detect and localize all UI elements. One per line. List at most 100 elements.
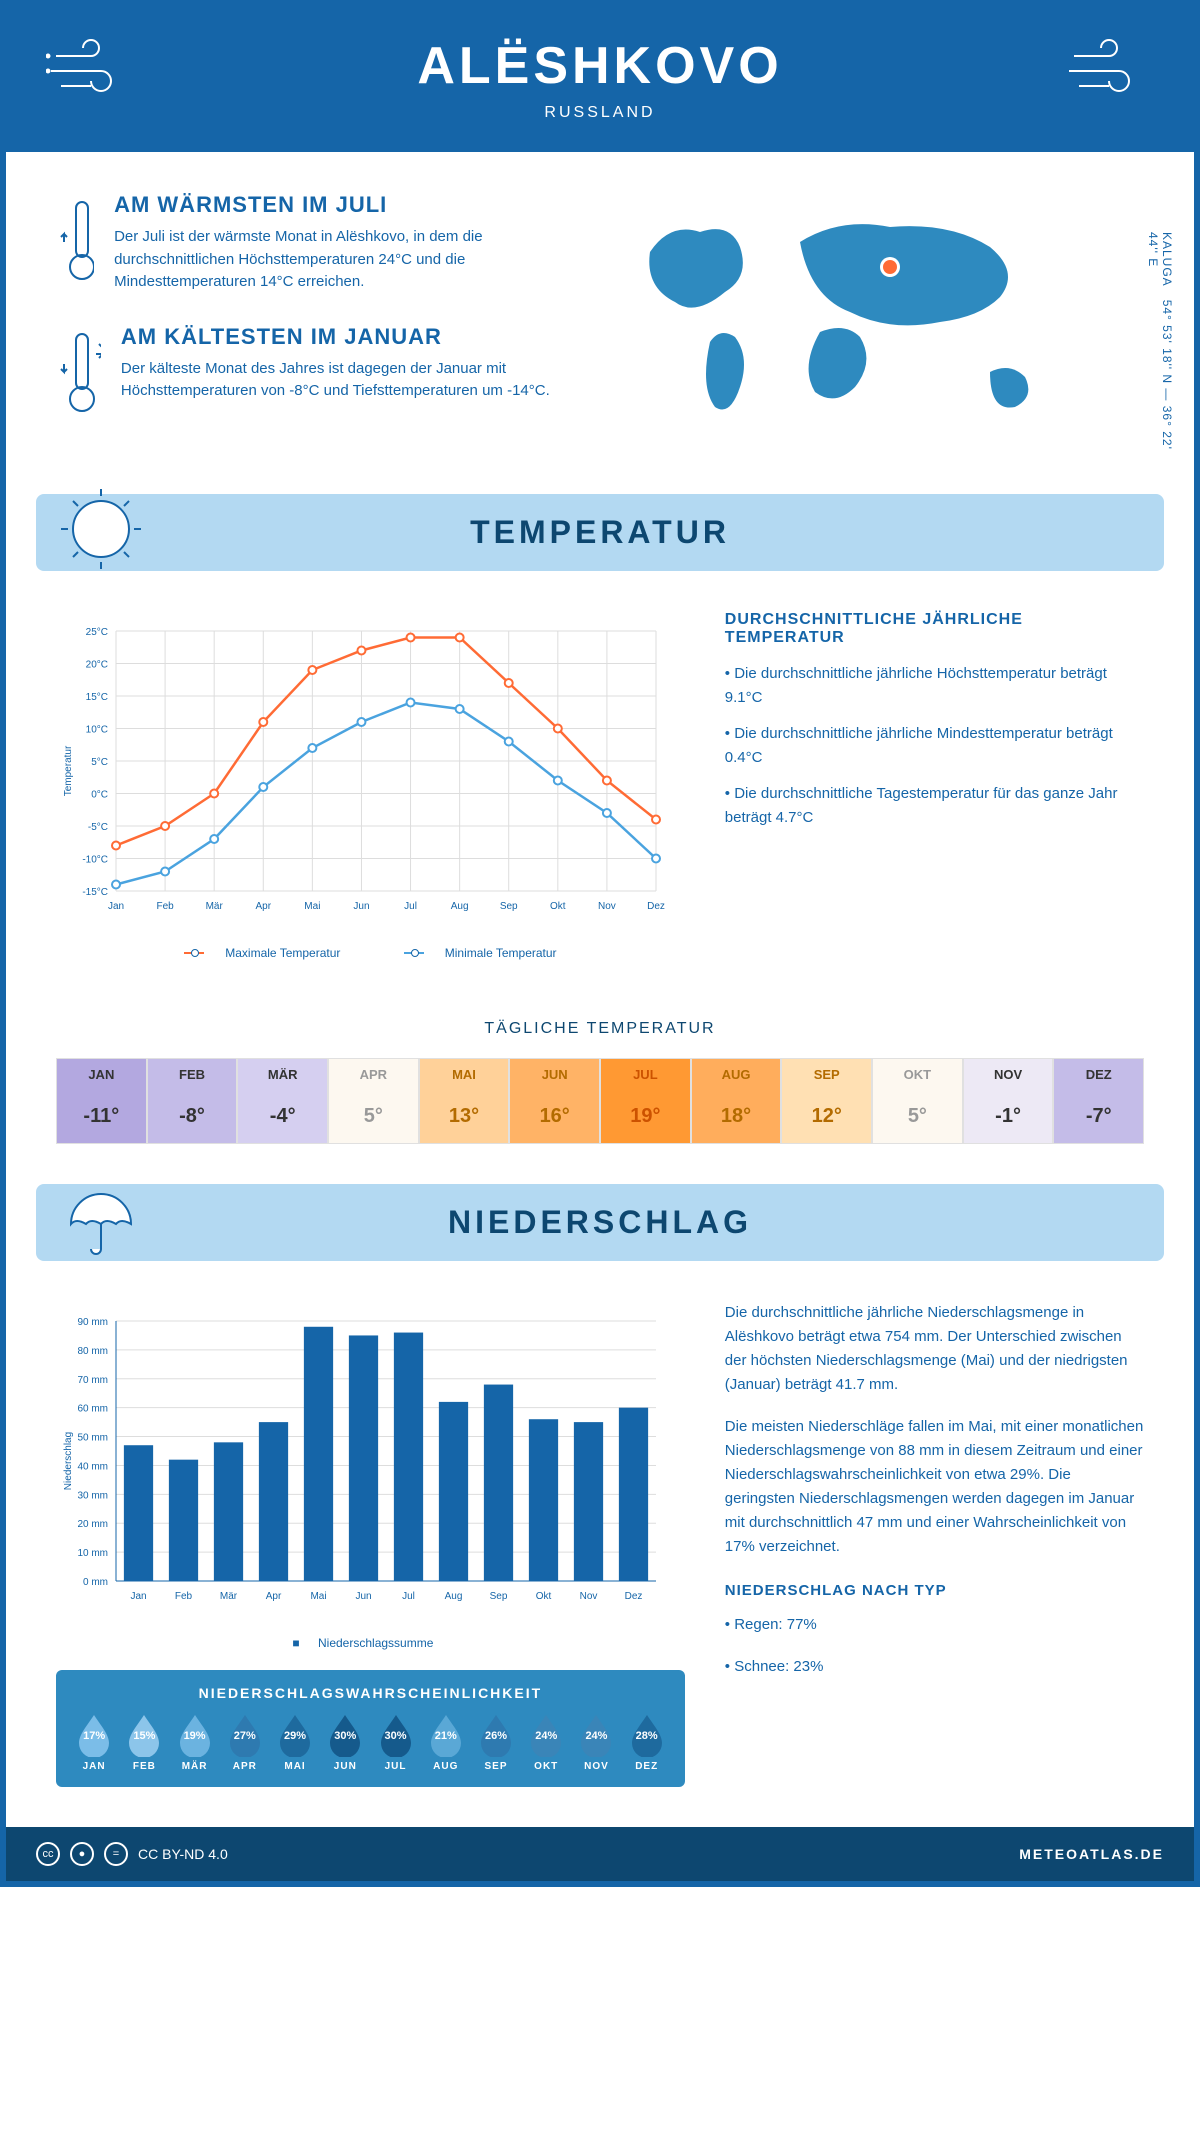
svg-text:Dez: Dez [625,1591,643,1602]
header: ALËSHKOVO RUSSLAND [6,6,1194,152]
svg-text:Jun: Jun [355,1591,371,1602]
temperature-section: -15°C-10°C-5°C0°C5°C10°C15°C20°C25°CJanF… [6,571,1194,1000]
svg-text:Dez: Dez [647,901,665,912]
temperature-line-chart: -15°C-10°C-5°C0°C5°C10°C15°C20°C25°CJanF… [56,611,676,931]
svg-text:Jul: Jul [402,1591,415,1602]
svg-text:Sep: Sep [490,1591,508,1602]
daily-cell: APR5° [328,1058,419,1144]
svg-text:Sep: Sep [500,901,518,912]
svg-text:15°C: 15°C [86,692,108,703]
svg-text:Mai: Mai [310,1591,326,1602]
warmest-title: AM WÄRMSTEN IM JULI [114,192,580,218]
svg-text:Mär: Mär [206,901,224,912]
temp-legend: Maximale Temperatur Minimale Temperatur [56,946,685,960]
cc-icon: cc [36,1842,60,1866]
prob-cell: 28%DEZ [624,1713,670,1772]
daily-cell: JUN16° [509,1058,600,1144]
precipitation-section-header: NIEDERSCHLAG [36,1184,1164,1261]
svg-text:Feb: Feb [175,1591,193,1602]
temperature-section-header: TEMPERATUR [36,494,1164,571]
license-info: cc ● = CC BY-ND 4.0 [36,1842,228,1866]
svg-text:-10°C: -10°C [82,854,108,865]
svg-text:25°C: 25°C [86,627,108,638]
thermometer-hot-icon [56,192,94,292]
svg-text:20 mm: 20 mm [77,1519,108,1530]
svg-text:40 mm: 40 mm [77,1461,108,1472]
svg-text:0 mm: 0 mm [83,1577,108,1588]
wind-icon [1064,36,1154,111]
precipitation-section: 0 mm 10 mm 20 mm 30 mm 40 mm 50 mm 60 mm 70 mm 8… [6,1261,1194,1827]
svg-text:Nov: Nov [580,1591,598,1602]
prob-cell: 21%AUG [423,1713,469,1772]
prob-cell: 30%JUN [322,1713,368,1772]
svg-text:Aug: Aug [451,901,469,912]
svg-text:Temperatur: Temperatur [63,745,74,796]
footer: cc ● = CC BY-ND 4.0 METEOATLAS.DE [6,1827,1194,1881]
svg-text:Jan: Jan [108,901,124,912]
daily-cell: JUL19° [600,1058,691,1144]
svg-text:70 mm: 70 mm [77,1374,108,1385]
temperature-summary: DURCHSCHNITTLICHE JÄHRLICHE TEMPERATUR •… [725,611,1144,960]
warmest-block: AM WÄRMSTEN IM JULI Der Juli ist der wär… [56,192,580,294]
prob-cell: 26%SEP [473,1713,519,1772]
coldest-block: AM KÄLTESTEN IM JANUAR Der kälteste Mona… [56,324,580,424]
thermometer-cold-icon [56,324,101,424]
prob-cell: 17%JAN [71,1713,117,1772]
svg-text:30 mm: 30 mm [77,1490,108,1501]
coordinates: KALUGA 54° 53' 18'' N — 36° 22' 44'' E [1146,232,1174,454]
daily-cell: NOV-1° [963,1058,1054,1144]
svg-text:80 mm: 80 mm [77,1345,108,1356]
site-name: METEOATLAS.DE [1019,1846,1164,1862]
umbrella-icon [56,1174,146,1269]
precipitation-summary: Die durchschnittliche jährliche Niedersc… [725,1301,1144,1787]
intro-section: AM WÄRMSTEN IM JULI Der Juli ist der wär… [6,152,1194,494]
daily-cell: FEB-8° [147,1058,238,1144]
svg-text:50 mm: 50 mm [77,1432,108,1443]
daily-cell: MAI13° [419,1058,510,1144]
wind-icon [46,36,136,111]
warmest-text: Der Juli ist der wärmste Monat in Alëshk… [114,226,580,294]
daily-temp-grid: JAN-11°FEB-8°MÄR-4°APR5°MAI13°JUN16°JUL1… [6,1058,1194,1184]
svg-text:Jun: Jun [353,901,369,912]
prob-cell: 19%MÄR [171,1713,217,1772]
svg-text:Mär: Mär [220,1591,238,1602]
prob-cell: 29%MAI [272,1713,318,1772]
svg-text:Jan: Jan [130,1591,146,1602]
prob-cell: 27%APR [222,1713,268,1772]
svg-text:5°C: 5°C [91,757,108,768]
prob-cell: 24%NOV [573,1713,619,1772]
coldest-text: Der kälteste Monat des Jahres ist dagege… [121,358,580,403]
svg-text:-5°C: -5°C [88,822,108,833]
svg-text:Jul: Jul [404,901,417,912]
prob-cell: 15%FEB [121,1713,167,1772]
svg-text:Apr: Apr [266,1591,282,1602]
svg-text:Feb: Feb [156,901,174,912]
svg-text:Okt: Okt [550,901,566,912]
svg-text:Mai: Mai [304,901,320,912]
country-subtitle: RUSSLAND [36,104,1164,122]
prob-cell: 30%JUL [372,1713,418,1772]
svg-text:-15°C: -15°C [82,887,108,898]
daily-cell: SEP12° [781,1058,872,1144]
svg-text:90 mm: 90 mm [77,1317,108,1328]
nd-icon: = [104,1842,128,1866]
daily-cell: OKT5° [872,1058,963,1144]
svg-text:Aug: Aug [445,1591,463,1602]
infographic-page: ALËSHKOVO RUSSLAND AM WÄRMSTEN IM JULI D… [0,0,1200,1887]
svg-text:Okt: Okt [536,1591,552,1602]
svg-text:Niederschlag: Niederschlag [63,1431,74,1489]
daily-cell: MÄR-4° [237,1058,328,1144]
precipitation-bar-chart: 0 mm 10 mm 20 mm 30 mm 40 mm 50 mm 60 mm 70 mm 8… [56,1301,676,1621]
daily-temp-title: TÄGLICHE TEMPERATUR [6,1020,1194,1038]
svg-text:60 mm: 60 mm [77,1403,108,1414]
world-map: KALUGA 54° 53' 18'' N — 36° 22' 44'' E [620,192,1144,454]
page-title: ALËSHKOVO [36,36,1164,96]
precip-legend: ■ Niederschlagssumme [56,1636,685,1650]
svg-text:0°C: 0°C [91,789,108,800]
daily-cell: JAN-11° [56,1058,147,1144]
svg-text:10 mm: 10 mm [77,1548,108,1559]
svg-text:Nov: Nov [598,901,616,912]
daily-cell: DEZ-7° [1053,1058,1144,1144]
precipitation-probability-box: NIEDERSCHLAGSWAHRSCHEINLICHKEIT 17%JAN15… [56,1670,685,1787]
svg-text:10°C: 10°C [86,724,108,735]
